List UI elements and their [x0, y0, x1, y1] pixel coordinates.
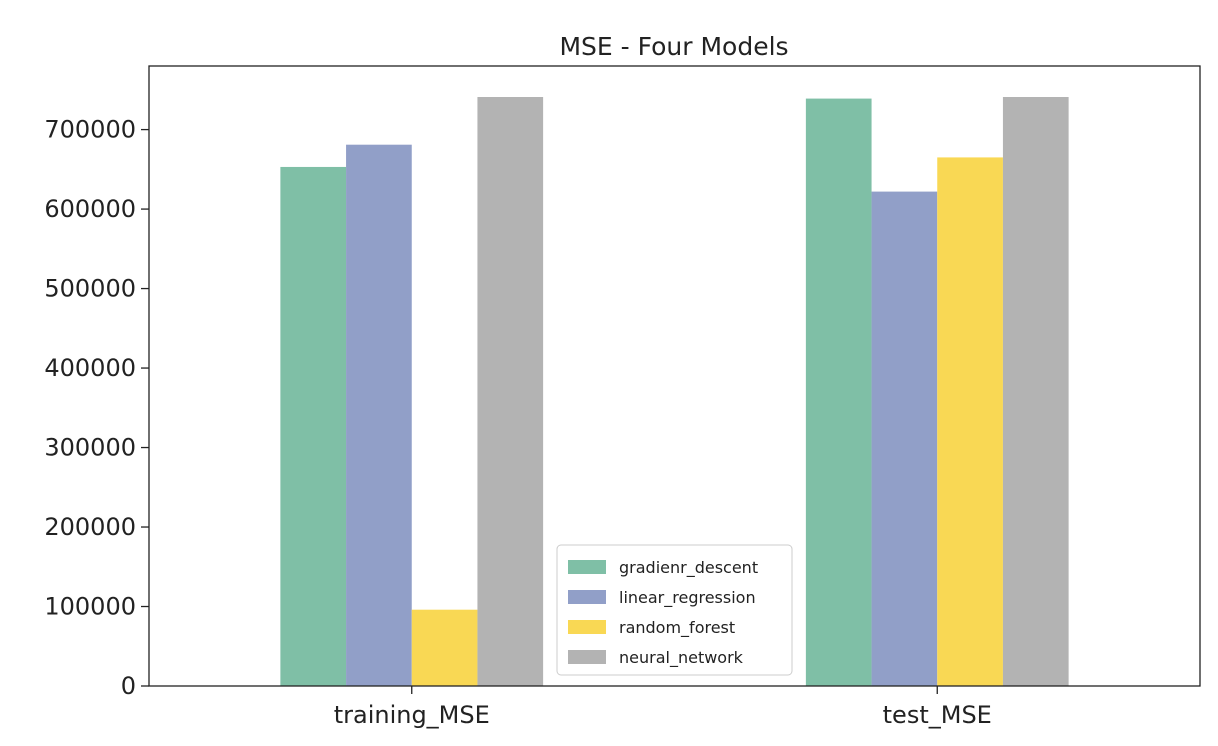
- y-tick-label: 100000: [44, 593, 136, 621]
- bar-linear_regression-test_MSE: [871, 191, 938, 687]
- y-tick-label: 600000: [44, 195, 136, 223]
- y-tick-label: 700000: [44, 116, 136, 144]
- plot-frame: [148, 65, 1201, 687]
- x-tick-label: training_MSE: [334, 701, 490, 729]
- y-tick-label: 300000: [44, 434, 136, 462]
- bar-random_forest-training_MSE: [411, 609, 478, 686]
- y-tick-label: 0: [121, 672, 136, 700]
- legend: gradienr_descent linear_regression random_…: [556, 544, 793, 676]
- legend-box: [556, 544, 793, 676]
- bar-neural_network-training_MSE: [477, 97, 544, 686]
- x-tick-label: test_MSE: [883, 701, 992, 729]
- bar-gradienr_descent-training_MSE: [280, 166, 347, 686]
- bars-group: [280, 97, 1069, 687]
- y-tick-label: 400000: [44, 354, 136, 382]
- chart-title: MSE - Four Models: [559, 32, 788, 61]
- bar-neural_network-test_MSE: [1002, 97, 1069, 686]
- x-axis: training_MSE test_MSE: [334, 686, 992, 729]
- legend-label-gradienr_descent: gradienr_descent: [619, 558, 758, 578]
- legend-label-linear_regression: linear_regression: [619, 588, 756, 608]
- bar-linear_regression-training_MSE: [346, 144, 412, 686]
- legend-swatch-gradienr_descent: [568, 560, 606, 574]
- legend-label-neural_network: neural_network: [619, 648, 744, 668]
- legend-swatch-linear_regression: [568, 590, 606, 604]
- y-axis: 0 100000 200000 300000 400000 500000 600000 700…: [44, 116, 149, 700]
- y-tick-label: 500000: [44, 275, 136, 303]
- legend-swatch-neural_network: [568, 650, 606, 664]
- y-tick-label: 200000: [44, 513, 136, 541]
- legend-swatch-random_forest: [568, 620, 606, 634]
- bar-random_forest-test_MSE: [937, 157, 1003, 686]
- legend-label-random_forest: random_forest: [619, 618, 735, 638]
- bar-gradienr_descent-test_MSE: [805, 98, 872, 687]
